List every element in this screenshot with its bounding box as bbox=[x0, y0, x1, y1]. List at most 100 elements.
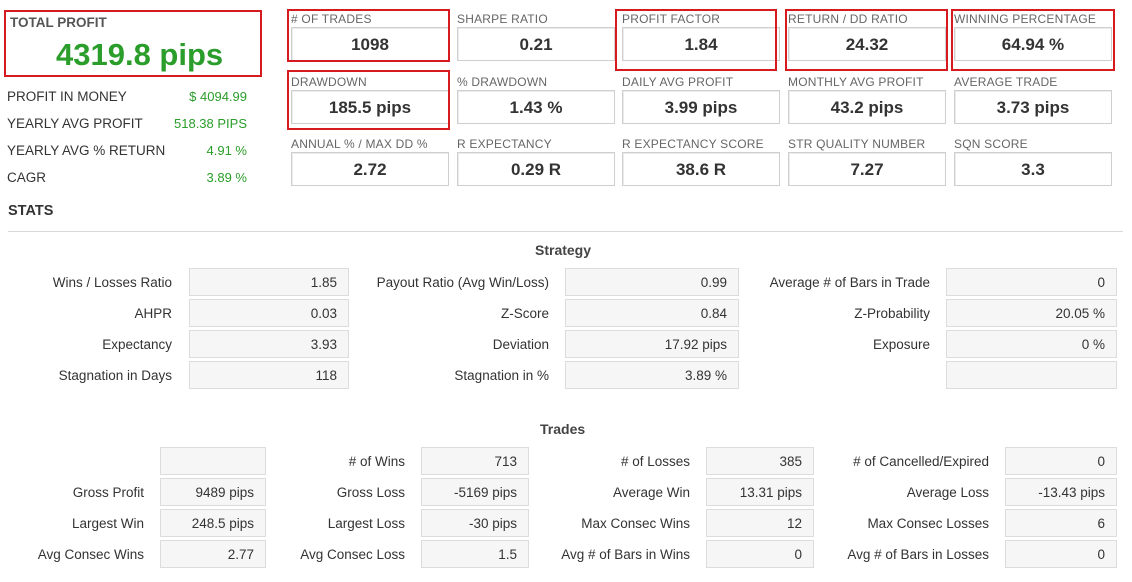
stat-value: 1.5 bbox=[421, 540, 529, 568]
metric-value: 185.5 pips bbox=[291, 90, 449, 124]
stat-value: 0.03 bbox=[189, 299, 349, 327]
stat-value: 0 bbox=[1005, 540, 1117, 568]
metric-value: 1.43 % bbox=[457, 90, 615, 124]
metric-label: R EXPECTANCY SCORE bbox=[622, 137, 764, 151]
yearly-avg-return-row: YEARLY AVG % RETURN 4.91 % bbox=[7, 143, 247, 161]
total-profit-card: TOTAL PROFIT 4319.8 pips bbox=[4, 10, 262, 77]
metric-value: 1.84 bbox=[622, 27, 780, 61]
stat-value: 0 bbox=[706, 540, 814, 568]
stat-label: Expectancy bbox=[102, 337, 172, 352]
stat-label: Average # of Bars in Trade bbox=[769, 275, 930, 290]
metric-label: MONTHLY AVG PROFIT bbox=[788, 75, 924, 89]
stat-value: 518.38 PIPS bbox=[174, 116, 247, 131]
stat-value: 20.05 % bbox=[946, 299, 1117, 327]
stat-value: 12 bbox=[706, 509, 814, 537]
stat-label: Average Loss bbox=[906, 485, 989, 500]
stat-label: CAGR bbox=[7, 170, 47, 185]
stat-label: Gross Profit bbox=[72, 485, 144, 500]
metric-value: 38.6 R bbox=[622, 152, 780, 186]
metric-label: RETURN / DD RATIO bbox=[788, 12, 908, 26]
stats-heading: STATS bbox=[8, 203, 54, 219]
divider bbox=[8, 231, 1123, 232]
stat-value: 385 bbox=[706, 447, 814, 475]
stat-value: 1.85 bbox=[189, 268, 349, 296]
stat-value: 713 bbox=[421, 447, 529, 475]
stat-value: 6 bbox=[1005, 509, 1117, 537]
strategy-heading: Strategy bbox=[535, 242, 592, 258]
profit-in-money-row: PROFIT IN MONEY $ 4094.99 bbox=[7, 89, 247, 107]
stat-value: 2.77 bbox=[160, 540, 266, 568]
metric-value: 7.27 bbox=[788, 152, 946, 186]
stat-label: Largest Loss bbox=[327, 516, 405, 531]
stat-value: -30 pips bbox=[421, 509, 529, 537]
stat-value: 0.84 bbox=[565, 299, 739, 327]
stat-label: Average Win bbox=[612, 485, 690, 500]
stat-label: Avg Consec Loss bbox=[300, 547, 405, 562]
stat-label: Stagnation in % bbox=[454, 368, 549, 383]
metric-label: % DRAWDOWN bbox=[457, 75, 548, 89]
stat-label: Gross Loss bbox=[336, 485, 405, 500]
stat-value: 3.93 bbox=[189, 330, 349, 358]
stat-value: 118 bbox=[189, 361, 349, 389]
total-profit-label: TOTAL PROFIT bbox=[10, 15, 107, 30]
stat-label: # of Cancelled/Expired bbox=[853, 454, 989, 469]
stat-label: Avg Consec Wins bbox=[37, 547, 144, 562]
metric-label: STR QUALITY NUMBER bbox=[788, 137, 926, 151]
metric-label: ANNUAL % / MAX DD % bbox=[291, 137, 428, 151]
stat-label: # of Losses bbox=[620, 454, 690, 469]
metric-value: 64.94 % bbox=[954, 27, 1112, 61]
highlight-frame bbox=[287, 9, 450, 62]
stat-value: 13.31 pips bbox=[706, 478, 814, 506]
metric-value: 0.21 bbox=[457, 27, 615, 61]
stat-label: Exposure bbox=[872, 337, 930, 352]
yearly-avg-profit-row: YEARLY AVG PROFIT 518.38 PIPS bbox=[7, 116, 247, 134]
metric-value: 3.73 pips bbox=[954, 90, 1112, 124]
metric-label: AVERAGE TRADE bbox=[954, 75, 1058, 89]
metric-label: WINNING PERCENTAGE bbox=[954, 12, 1097, 26]
stat-value: -13.43 pips bbox=[1005, 478, 1117, 506]
stat-label: Largest Win bbox=[71, 516, 144, 531]
total-profit-value: 4319.8 pips bbox=[56, 37, 224, 72]
stat-label: PROFIT IN MONEY bbox=[7, 89, 127, 104]
stat-label: Z-Probability bbox=[854, 306, 930, 321]
metric-value: 43.2 pips bbox=[788, 90, 946, 124]
metric-label: DAILY AVG PROFIT bbox=[622, 75, 734, 89]
metric-value: 3.3 bbox=[954, 152, 1112, 186]
trades-heading: Trades bbox=[540, 421, 586, 437]
stat-value: 3.89 % bbox=[206, 170, 247, 185]
stat-value: 3.89 % bbox=[565, 361, 739, 389]
stat-value: $ 4094.99 bbox=[189, 89, 247, 104]
stat-value: 0 bbox=[946, 268, 1117, 296]
stat-value: 248.5 pips bbox=[160, 509, 266, 537]
stat-label: Max Consec Losses bbox=[867, 516, 989, 531]
metric-value: 24.32 bbox=[788, 27, 946, 61]
stat-value: 17.92 pips bbox=[565, 330, 739, 358]
stat-label: Wins / Losses Ratio bbox=[52, 275, 172, 290]
cagr-row: CAGR 3.89 % bbox=[7, 170, 247, 188]
stat-label: # of Wins bbox=[348, 454, 405, 469]
stat-label: Avg # of Bars in Wins bbox=[561, 547, 690, 562]
stat-label: Avg # of Bars in Losses bbox=[847, 547, 989, 562]
stat-value: 0.99 bbox=[565, 268, 739, 296]
stat-label: YEARLY AVG PROFIT bbox=[7, 116, 143, 131]
highlight-frame bbox=[615, 9, 777, 71]
stat-value: -5169 pips bbox=[421, 478, 529, 506]
metric-value: 2.72 bbox=[291, 152, 449, 186]
metric-value: 3.99 pips bbox=[622, 90, 780, 124]
stat-label: Stagnation in Days bbox=[58, 368, 172, 383]
stat-label: Z-Score bbox=[500, 306, 549, 321]
metric-label: DRAWDOWN bbox=[291, 75, 367, 89]
stat-value: 9489 pips bbox=[160, 478, 266, 506]
stat-value: 0 % bbox=[946, 330, 1117, 358]
metric-label: # OF TRADES bbox=[291, 12, 372, 26]
stat-label: AHPR bbox=[134, 306, 172, 321]
stat-label: Max Consec Wins bbox=[581, 516, 690, 531]
metric-value: 0.29 R bbox=[457, 152, 615, 186]
stat-label: Deviation bbox=[492, 337, 549, 352]
metric-label: R EXPECTANCY bbox=[457, 137, 552, 151]
stat-value-empty bbox=[946, 361, 1117, 389]
metric-label: PROFIT FACTOR bbox=[622, 12, 721, 26]
highlight-frame bbox=[785, 9, 948, 71]
stat-value: 4.91 % bbox=[206, 143, 247, 158]
stat-value: 0 bbox=[1005, 447, 1117, 475]
